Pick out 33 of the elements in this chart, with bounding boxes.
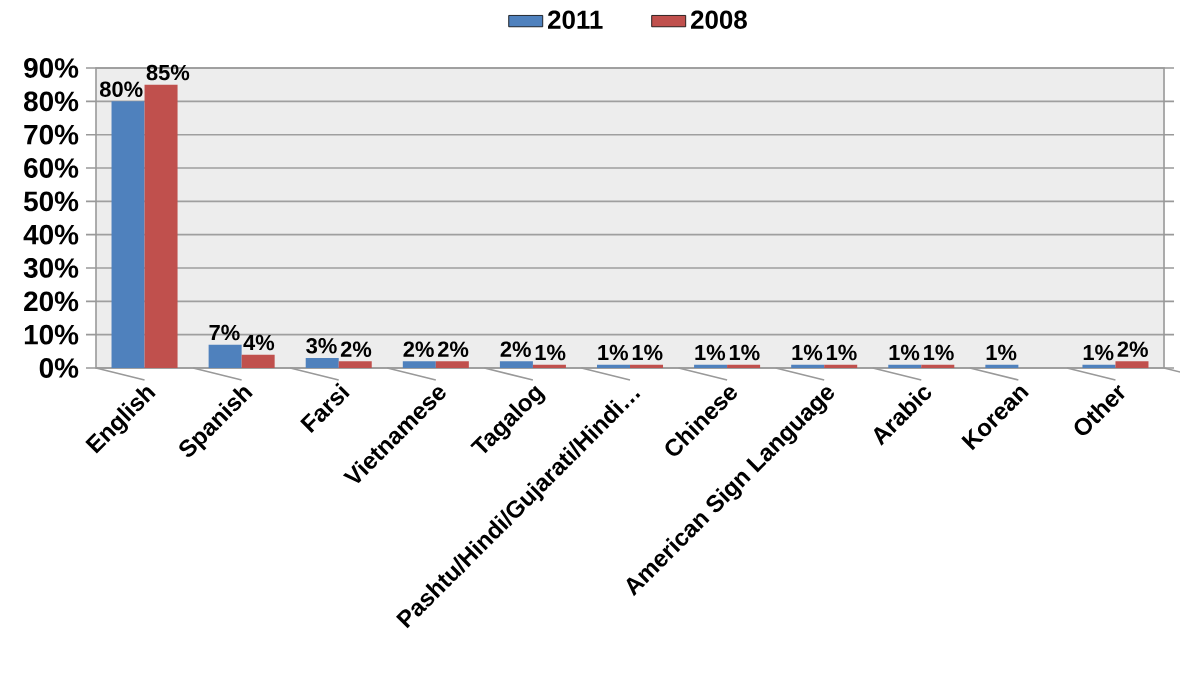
legend-label: 2008 (690, 10, 747, 29)
data-label: 1% (598, 344, 629, 361)
data-label: 85% (146, 64, 190, 81)
legend-label: 2011 (548, 10, 603, 29)
data-label: 2% (500, 341, 531, 357)
y-tick-label: 90% (24, 58, 79, 78)
data-label: 1% (535, 344, 566, 361)
data-label: 2% (1117, 341, 1148, 357)
data-label: 1% (986, 344, 1017, 361)
data-label: 1% (889, 344, 920, 361)
y-tick-label: 30% (23, 258, 79, 278)
data-label: 2% (340, 341, 372, 357)
data-label: 1% (632, 344, 663, 361)
y-tick-label: 80% (24, 91, 79, 112)
data-label: 1% (729, 344, 760, 361)
y-tick-label: 40% (23, 224, 79, 245)
y-tick-label: 10% (24, 324, 79, 345)
data-label: 7% (209, 324, 240, 341)
data-label: 80% (99, 81, 143, 97)
data-label: 1% (792, 344, 823, 361)
y-tick-label: 50% (23, 191, 79, 212)
data-label: 1% (826, 344, 857, 361)
data-label: 2% (403, 341, 434, 357)
data-label: 2% (437, 341, 469, 357)
y-tick-label: 60% (24, 158, 79, 178)
data-label: 3% (306, 338, 337, 354)
y-tick-label: 20% (24, 291, 79, 312)
data-label: 4% (243, 334, 275, 351)
data-label: 1% (924, 344, 954, 361)
data-label: 1% (695, 344, 726, 361)
y-tick-label: 70% (24, 124, 79, 145)
y-tick-label: 0% (39, 358, 79, 378)
data-label: 1% (1083, 344, 1114, 361)
